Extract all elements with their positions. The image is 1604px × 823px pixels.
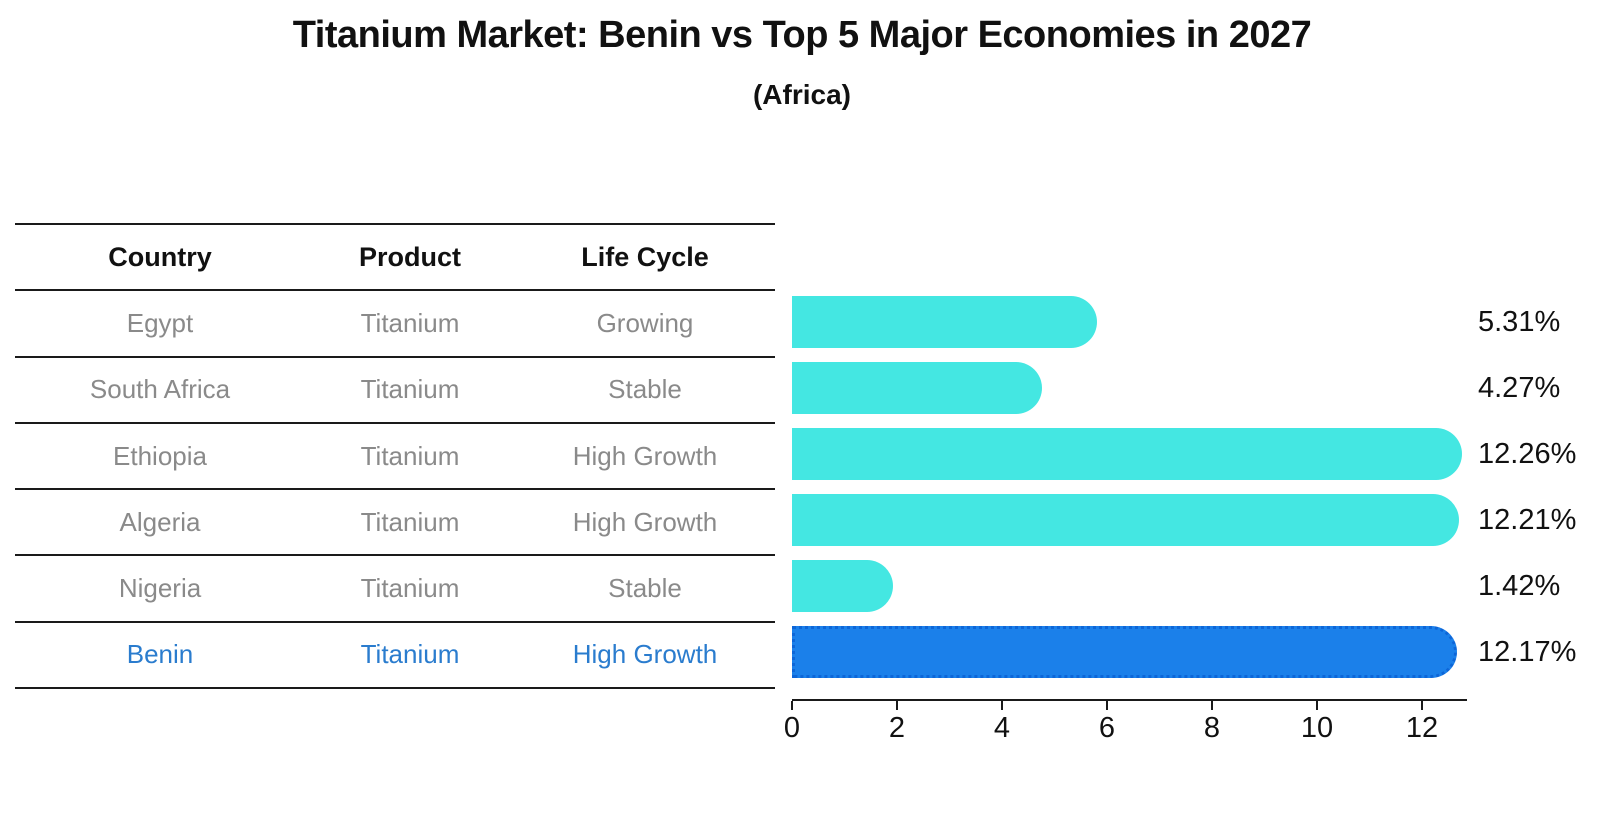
bar-ethiopia: [792, 428, 1462, 480]
table-header-row: Country Product Life Cycle: [15, 223, 775, 289]
value-label-egypt: 5.31%: [1478, 306, 1561, 338]
table-row-south-africa: South Africa Titanium Stable: [15, 355, 775, 422]
x-axis-tick-label: 12: [1405, 712, 1439, 744]
x-axis-tick: [1421, 701, 1423, 710]
bar-egypt: [792, 296, 1097, 348]
cell-life-cycle: High Growth: [572, 639, 718, 670]
x-axis-tick: [1211, 701, 1213, 710]
x-axis-tick-label: 0: [783, 712, 801, 744]
col-header-product: Product: [358, 241, 461, 272]
bar-south-africa: [792, 362, 1043, 414]
cell-product: Titanium: [360, 639, 460, 670]
x-axis-tick: [1001, 701, 1003, 710]
table-row-ethiopia: Ethiopia Titanium High Growth: [15, 421, 775, 488]
cell-country: Benin: [126, 639, 194, 670]
x-axis-tick: [1316, 701, 1318, 710]
x-axis-tick-label: 6: [1098, 712, 1116, 744]
x-axis-tick-label: 4: [993, 712, 1011, 744]
cell-life-cycle: Stable: [608, 374, 682, 405]
cell-life-cycle: Stable: [608, 573, 682, 604]
chart-subtitle: (Africa): [752, 79, 851, 110]
bar-benin: [792, 626, 1457, 678]
cell-product: Titanium: [360, 573, 460, 604]
table-row-algeria: Algeria Titanium High Growth: [15, 488, 775, 554]
cell-country: South Africa: [89, 374, 231, 405]
table-row-nigeria: Nigeria Titanium Stable: [15, 554, 775, 620]
value-label-benin: 12.17%: [1478, 636, 1577, 668]
x-axis-tick-label: 8: [1203, 712, 1221, 744]
bar-algeria: [792, 494, 1460, 546]
cell-product: Titanium: [360, 374, 460, 405]
value-label-nigeria: 1.42%: [1478, 570, 1561, 602]
cell-country: Nigeria: [118, 573, 202, 604]
cell-life-cycle: High Growth: [572, 506, 718, 537]
value-label-ethiopia: 12.26%: [1478, 438, 1577, 470]
cell-product: Titanium: [360, 506, 460, 537]
country-table: Country Product Life Cycle Egypt Titaniu…: [15, 223, 775, 690]
cell-country: Egypt: [126, 307, 194, 338]
cell-life-cycle: High Growth: [572, 440, 718, 471]
table-row-benin: Benin Titanium High Growth: [15, 620, 775, 690]
chart-title: Titanium Market: Benin vs Top 5 Major Ec…: [292, 14, 1312, 56]
x-axis-tick: [896, 701, 898, 710]
col-header-life-cycle: Life Cycle: [581, 241, 709, 272]
value-label-algeria: 12.21%: [1478, 504, 1577, 536]
x-axis-tick-label: 2: [888, 712, 906, 744]
cell-product: Titanium: [360, 440, 460, 471]
col-header-country: Country: [108, 241, 212, 272]
x-axis-tick-label: 10: [1300, 712, 1334, 744]
x-axis-tick: [791, 701, 793, 710]
x-axis-line: [792, 699, 1467, 701]
cell-product: Titanium: [360, 307, 460, 338]
cell-country: Algeria: [119, 506, 201, 537]
x-axis-tick: [1106, 701, 1108, 710]
cell-life-cycle: Growing: [596, 307, 694, 338]
table-row-egypt: Egypt Titanium Growing: [15, 289, 775, 355]
bar-nigeria: [792, 560, 893, 612]
value-label-south-africa: 4.27%: [1478, 372, 1561, 404]
cell-country: Ethiopia: [113, 440, 207, 471]
